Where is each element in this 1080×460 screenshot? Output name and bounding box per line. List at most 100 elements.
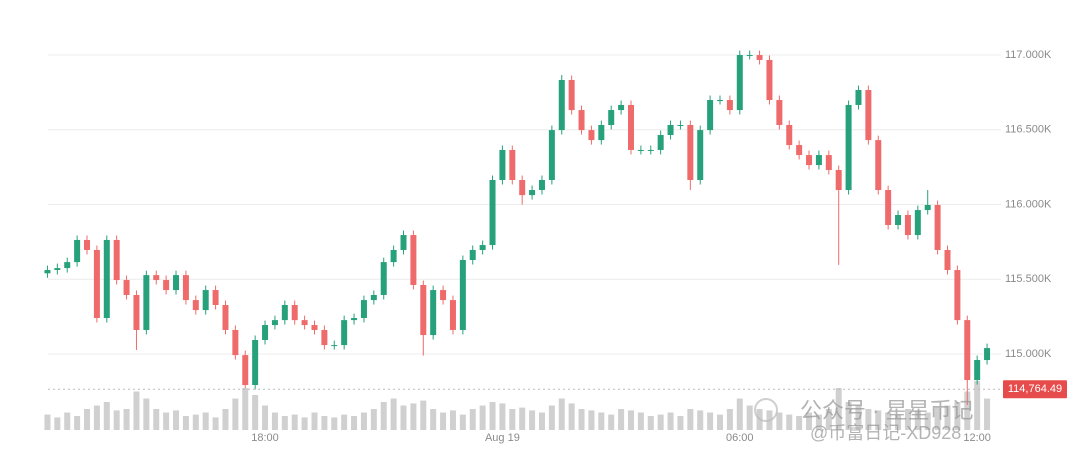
volume-bar bbox=[153, 409, 160, 430]
volume-bar bbox=[271, 412, 278, 430]
candle-body bbox=[806, 155, 813, 166]
volume-layer bbox=[44, 381, 991, 430]
volume-bar bbox=[321, 416, 328, 430]
candle-body bbox=[756, 55, 763, 60]
candle-body bbox=[667, 124, 674, 136]
candle-body bbox=[74, 239, 81, 263]
volume-bar bbox=[647, 416, 654, 430]
volume-bar bbox=[934, 407, 941, 430]
last-price-box bbox=[1003, 380, 1067, 399]
volume-bar bbox=[509, 409, 516, 430]
volume-bar bbox=[974, 381, 981, 430]
candle-body bbox=[420, 284, 427, 336]
candle-body bbox=[707, 100, 714, 131]
volume-bar bbox=[984, 398, 991, 430]
candle-body bbox=[123, 280, 130, 295]
candle-body bbox=[311, 325, 318, 330]
candle-body bbox=[321, 329, 328, 346]
x-tick-label: 06:00 bbox=[726, 432, 754, 444]
candle-body bbox=[479, 245, 486, 250]
volume-bar bbox=[301, 417, 308, 430]
candle-body bbox=[291, 305, 298, 321]
volume-bar bbox=[815, 414, 822, 430]
volume-bar bbox=[697, 410, 704, 430]
volume-bar bbox=[291, 414, 298, 430]
volume-bar bbox=[242, 388, 249, 430]
candle-body bbox=[766, 59, 773, 101]
candle-body bbox=[459, 260, 466, 330]
volume-bar bbox=[192, 414, 199, 430]
volume-bar bbox=[924, 412, 931, 430]
candle-body bbox=[637, 149, 644, 151]
volume-bar bbox=[548, 405, 555, 430]
candle-body bbox=[875, 140, 882, 191]
candle-body bbox=[440, 290, 447, 301]
volume-bar bbox=[825, 409, 832, 430]
volume-bar bbox=[469, 409, 476, 430]
candle-body bbox=[984, 348, 991, 361]
volume-bar bbox=[637, 412, 644, 430]
candle-body bbox=[598, 124, 605, 141]
y-tick-label: 116.000K bbox=[1005, 198, 1052, 210]
candle-body bbox=[647, 149, 654, 151]
candle-layer bbox=[44, 50, 991, 406]
volume-bar bbox=[341, 414, 348, 430]
candle-body bbox=[865, 90, 872, 141]
volume-bar bbox=[449, 410, 456, 430]
volume-bar bbox=[74, 416, 81, 430]
volume-bar bbox=[499, 403, 506, 430]
candle-body bbox=[924, 204, 931, 211]
volume-bar bbox=[736, 398, 743, 430]
candle-body bbox=[578, 110, 585, 131]
volume-bar bbox=[717, 414, 724, 430]
volume-bar bbox=[904, 409, 911, 430]
y-tick-label: 116.500K bbox=[1005, 124, 1052, 136]
volume-bar bbox=[360, 412, 367, 430]
candle-body bbox=[954, 270, 961, 321]
candle-body bbox=[202, 290, 209, 311]
volume-bar bbox=[351, 416, 358, 430]
volume-bar bbox=[459, 414, 466, 430]
volume-bar bbox=[430, 409, 437, 430]
candle-body bbox=[736, 55, 743, 111]
volume-bar bbox=[281, 416, 288, 430]
volume-bar bbox=[84, 409, 91, 430]
candle-body bbox=[281, 305, 288, 321]
volume-bar bbox=[726, 409, 733, 430]
candle-body bbox=[568, 79, 575, 111]
volume-bar bbox=[311, 412, 318, 430]
volume-bar bbox=[845, 402, 852, 430]
volume-bar bbox=[944, 405, 951, 430]
candle-body bbox=[113, 239, 120, 281]
candle-body bbox=[657, 135, 664, 150]
candle-body bbox=[212, 290, 219, 306]
volume-bar bbox=[123, 409, 130, 430]
volume-bar bbox=[538, 412, 545, 430]
candle-body bbox=[726, 100, 733, 111]
volume-bar bbox=[855, 405, 862, 430]
volume-bar bbox=[182, 416, 189, 430]
candle-body bbox=[796, 145, 803, 156]
candle-body bbox=[687, 124, 694, 181]
candle-body bbox=[815, 155, 822, 166]
y-tick-label: 115.000K bbox=[1005, 348, 1052, 360]
volume-bar bbox=[93, 405, 100, 430]
volume-bar bbox=[54, 417, 61, 430]
candle-body bbox=[252, 339, 259, 385]
candle-body bbox=[776, 100, 783, 125]
candle-body bbox=[786, 124, 793, 146]
candle-body bbox=[271, 320, 278, 326]
candle-body bbox=[974, 360, 981, 381]
volume-bar bbox=[687, 409, 694, 430]
volume-bar bbox=[420, 400, 427, 430]
x-tick-label: 18:00 bbox=[251, 432, 279, 444]
candle-body bbox=[529, 190, 536, 196]
candle-body bbox=[232, 329, 239, 356]
volume-bar bbox=[806, 412, 813, 430]
candle-body bbox=[499, 149, 506, 181]
volume-bar bbox=[964, 391, 971, 430]
volume-bar bbox=[163, 412, 170, 430]
candle-body bbox=[677, 124, 684, 126]
